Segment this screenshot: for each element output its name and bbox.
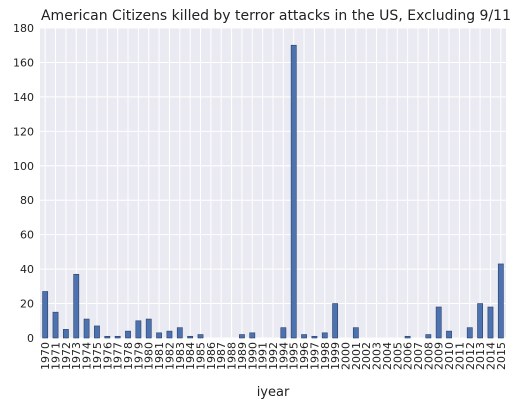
x-tick-label: 1995 (288, 342, 301, 370)
bar (104, 335, 111, 339)
x-tick-label: 1988 (226, 342, 239, 370)
x-tick-label: 1990 (246, 342, 259, 370)
x-tick-label: 1985 (195, 342, 208, 370)
x-tick-label: 1976 (101, 342, 114, 370)
y-tick-label: 80 (20, 194, 34, 207)
x-tick-label: 2010 (443, 342, 456, 370)
x-axis-label: iyear (257, 385, 290, 400)
x-tick-label: 2000 (339, 342, 352, 370)
bar (239, 334, 245, 339)
x-tick-label: 2001 (350, 342, 363, 370)
bar (73, 273, 80, 339)
x-tick-label: 2013 (474, 342, 487, 370)
x-tick-label: 2006 (402, 342, 415, 370)
x-tick-label: 2005 (391, 342, 404, 370)
bar (352, 327, 359, 339)
x-tick-label: 2014 (484, 342, 497, 370)
x-tick-label: 1991 (257, 342, 270, 370)
y-tick-label: 60 (20, 229, 34, 242)
x-tick-label: 1994 (277, 342, 290, 370)
bar (156, 332, 162, 339)
x-tick-label: 1984 (184, 342, 197, 370)
bar (249, 332, 256, 339)
x-tick-label: 1982 (163, 342, 176, 370)
x-tick-label: 1974 (81, 342, 94, 370)
y-tick-label: 20 (20, 298, 34, 311)
bar (114, 335, 121, 339)
chart-title: American Citizens killed by terror attac… (41, 8, 511, 24)
x-tick-label: 1978 (122, 342, 135, 370)
y-tick-label: 180 (13, 22, 34, 35)
y-tick-label: 140 (13, 91, 34, 104)
x-tick-label: 1998 (319, 342, 332, 370)
bar (435, 306, 442, 339)
bar (301, 334, 307, 339)
bar (466, 327, 473, 339)
x-tick-label: 1996 (298, 342, 311, 370)
bar (135, 320, 142, 339)
x-tick-label: 1972 (60, 342, 73, 370)
bar (42, 291, 49, 339)
x-tick-label: 2007 (412, 342, 425, 370)
y-tick-label: 0 (27, 332, 34, 345)
x-tick-label: 1973 (70, 342, 83, 370)
x-tick-label: 2002 (360, 342, 373, 370)
bar (311, 335, 318, 339)
bar (332, 303, 339, 339)
bar (321, 332, 328, 339)
bar (166, 330, 173, 339)
bar (176, 327, 183, 339)
y-tick-label: 40 (20, 263, 34, 276)
x-tick-label: 2009 (433, 342, 446, 370)
x-tick-label: 2003 (371, 342, 384, 370)
x-tick-label: 2004 (381, 342, 394, 370)
bar (94, 325, 100, 339)
x-tick-label: 2012 (464, 342, 477, 370)
bar (197, 334, 204, 339)
x-tick-label: 1971 (50, 342, 63, 370)
x-tick-label: 1989 (236, 342, 249, 370)
x-tick-label: 1997 (308, 342, 321, 370)
bar (145, 318, 152, 339)
x-tick-label: 1999 (329, 342, 342, 370)
x-tick-label: 1980 (143, 342, 156, 370)
x-tick-label: 1987 (215, 342, 228, 370)
x-tick-label: 2011 (453, 342, 466, 370)
bar (477, 303, 483, 339)
x-tick-label: 1970 (39, 342, 52, 370)
x-tick-label: 2015 (495, 342, 508, 370)
x-tick-label: 1981 (153, 342, 166, 370)
bar (425, 334, 432, 339)
bar (83, 318, 90, 339)
x-tick-label: 1975 (91, 342, 104, 370)
bar (280, 327, 287, 339)
y-tick-label: 120 (13, 125, 34, 138)
bar (290, 44, 297, 339)
bar (497, 263, 504, 339)
bar (487, 306, 494, 339)
x-tick-label: 2008 (422, 342, 435, 370)
bar (52, 311, 59, 339)
x-tick-label: 1979 (132, 342, 145, 370)
y-tick-label: 160 (13, 56, 34, 69)
bar (187, 335, 194, 339)
bar (62, 329, 69, 339)
bar (404, 335, 411, 339)
x-tick-label: 1986 (205, 342, 218, 370)
x-tick-label: 1983 (174, 342, 187, 370)
x-tick-label: 1977 (112, 342, 125, 370)
y-tick-label: 100 (13, 160, 34, 173)
bar (446, 330, 452, 339)
bar (125, 330, 131, 339)
x-tick-label: 1992 (267, 342, 280, 370)
